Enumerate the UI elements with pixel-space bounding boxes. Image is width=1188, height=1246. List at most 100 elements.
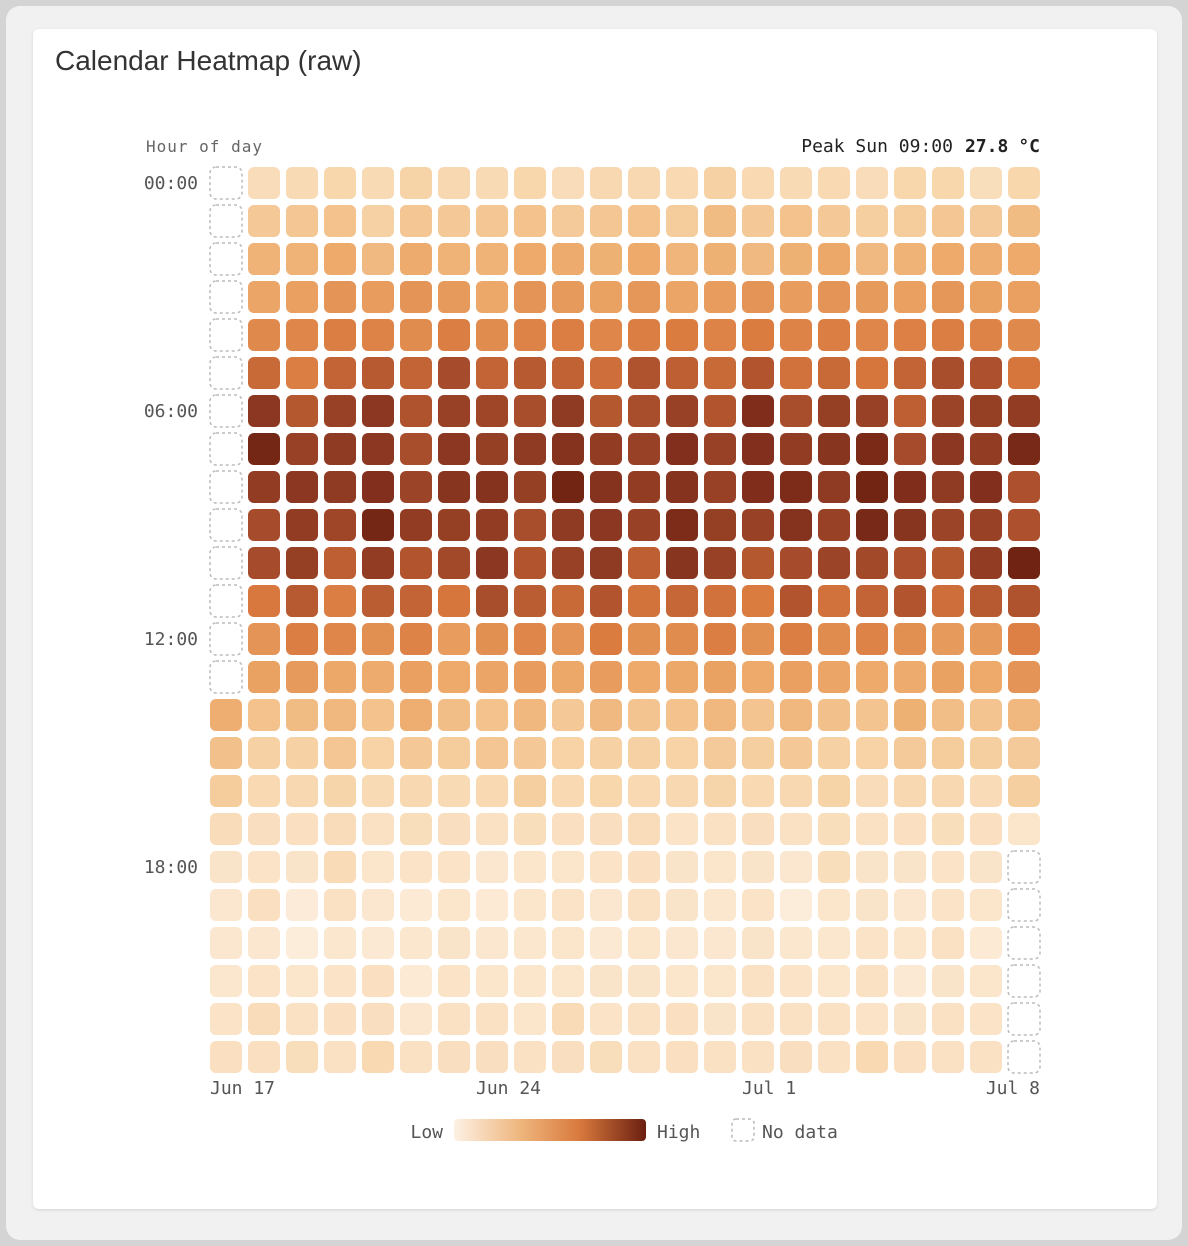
heatmap-cell — [362, 243, 394, 275]
heatmap-cell — [438, 585, 470, 617]
heatmap-cell — [742, 357, 774, 389]
heatmap-cell — [704, 851, 736, 883]
heatmap-cell — [438, 167, 470, 199]
heatmap-cell — [514, 661, 546, 693]
heatmap-cell — [210, 813, 242, 845]
heatmap-cell — [780, 509, 812, 541]
heatmap-cell — [818, 1003, 850, 1035]
heatmap-cell — [476, 281, 508, 313]
heatmap-cell — [970, 661, 1002, 693]
heatmap-cell — [400, 813, 432, 845]
heatmap-cell — [704, 775, 736, 807]
heatmap-cell — [476, 509, 508, 541]
heatmap-cell — [856, 509, 888, 541]
heatmap-cell — [780, 319, 812, 351]
heatmap-cell — [894, 661, 926, 693]
heatmap-cell — [476, 1041, 508, 1073]
heatmap-cell — [628, 205, 660, 237]
heatmap-cell — [362, 433, 394, 465]
heatmap-cell — [476, 205, 508, 237]
heatmap-cell — [742, 927, 774, 959]
heatmap-cell — [514, 965, 546, 997]
heatmap-cell — [552, 433, 584, 465]
heatmap-cell — [400, 737, 432, 769]
heatmap-cell — [742, 775, 774, 807]
heatmap-cell — [666, 1041, 698, 1073]
heatmap-cell — [666, 1003, 698, 1035]
heatmap-cell — [704, 471, 736, 503]
heatmap-cell-no-data — [209, 432, 243, 466]
heatmap-cell — [628, 471, 660, 503]
heatmap-cell — [780, 547, 812, 579]
heatmap-cell — [324, 965, 356, 997]
heatmap-cell-no-data — [1007, 850, 1041, 884]
heatmap-cell — [400, 471, 432, 503]
heatmap-cell — [932, 737, 964, 769]
heatmap-cell — [324, 1003, 356, 1035]
card-title: Calendar Heatmap (raw) — [55, 45, 362, 76]
heatmap-cell — [324, 243, 356, 275]
heatmap-cell — [780, 927, 812, 959]
peak-readout: Peak Sun 09:00 27.8 °C — [801, 136, 1040, 157]
heatmap-cell — [210, 699, 242, 731]
heatmap-cell — [628, 775, 660, 807]
heatmap-cell — [704, 281, 736, 313]
heatmap-cell — [666, 889, 698, 921]
heatmap-cell — [628, 547, 660, 579]
heatmap-cell — [742, 851, 774, 883]
heatmap-cell — [438, 395, 470, 427]
heatmap-cell — [514, 395, 546, 427]
heatmap-cell — [628, 813, 660, 845]
heatmap-cell — [248, 927, 280, 959]
heatmap-cell — [248, 319, 280, 351]
heatmap-cell — [438, 433, 470, 465]
heatmap-cell — [666, 471, 698, 503]
heatmap-cell — [818, 243, 850, 275]
heatmap-cell — [856, 661, 888, 693]
heatmap-cell — [932, 1041, 964, 1073]
heatmap-cell — [1008, 319, 1040, 351]
heatmap-cell — [400, 851, 432, 883]
heatmap-cell — [400, 775, 432, 807]
heatmap-cell — [628, 965, 660, 997]
heatmap-cell — [894, 1041, 926, 1073]
heatmap-cells — [209, 166, 1041, 1074]
heatmap-cell — [742, 205, 774, 237]
heatmap-cell — [210, 889, 242, 921]
heatmap-cell — [932, 623, 964, 655]
heatmap-cell — [894, 471, 926, 503]
heatmap-cell — [704, 547, 736, 579]
heatmap-cell — [400, 243, 432, 275]
heatmap-cell — [932, 965, 964, 997]
heatmap-cell — [856, 357, 888, 389]
heatmap-cell — [628, 357, 660, 389]
heatmap-cell — [666, 243, 698, 275]
x-tick-label: Jul 8 — [986, 1078, 1040, 1099]
heatmap-cell — [666, 509, 698, 541]
heatmap-cell-no-data — [209, 584, 243, 618]
heatmap-cell — [324, 509, 356, 541]
heatmap-cell — [742, 395, 774, 427]
heatmap-cell — [894, 243, 926, 275]
heatmap-cell — [286, 281, 318, 313]
heatmap-cell — [514, 243, 546, 275]
heatmap-cell — [438, 1041, 470, 1073]
heatmap-cell-no-data — [209, 166, 243, 200]
legend-high-label: High — [657, 1122, 700, 1143]
heatmap-cell — [932, 851, 964, 883]
y-tick-labels: 00:00 06:00 12:00 18:00 — [144, 173, 198, 878]
heatmap-cell — [932, 661, 964, 693]
heatmap-cell — [476, 1003, 508, 1035]
heatmap-cell — [856, 775, 888, 807]
heatmap-cell — [628, 395, 660, 427]
heatmap-cell — [362, 357, 394, 389]
heatmap-cell — [552, 585, 584, 617]
heatmap-cell — [400, 661, 432, 693]
heatmap-cell — [590, 737, 622, 769]
heatmap-cell — [628, 281, 660, 313]
heatmap-cell — [324, 1041, 356, 1073]
heatmap-cell — [894, 965, 926, 997]
heatmap-cell — [970, 737, 1002, 769]
heatmap-cell — [628, 889, 660, 921]
heatmap-cell — [1008, 775, 1040, 807]
